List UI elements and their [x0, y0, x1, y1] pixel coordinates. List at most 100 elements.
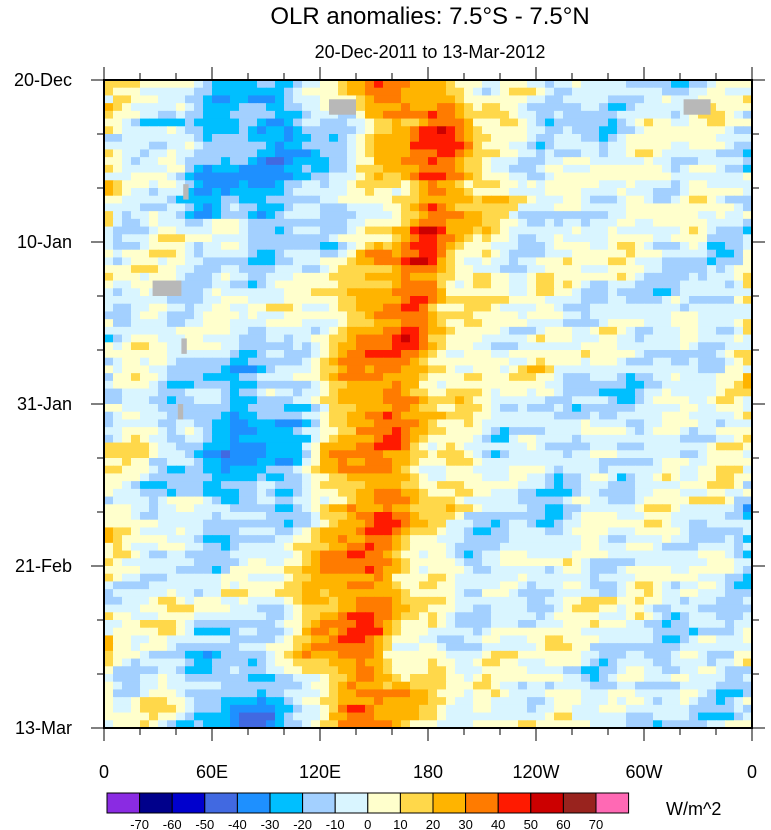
anomaly-cell: [113, 319, 123, 328]
anomaly-cell: [383, 249, 393, 259]
anomaly-cell: [203, 411, 213, 421]
anomaly-cell: [266, 226, 276, 235]
anomaly-cell: [509, 388, 519, 397]
anomaly-cell: [248, 126, 258, 135]
anomaly-cell: [140, 512, 150, 521]
anomaly-cell: [158, 188, 168, 197]
anomaly-cell: [500, 458, 510, 467]
anomaly-cell: [464, 180, 474, 189]
anomaly-cell: [644, 481, 654, 490]
anomaly-cell: [734, 249, 744, 259]
anomaly-cell: [536, 311, 546, 320]
anomaly-cell: [482, 242, 492, 251]
anomaly-cell: [347, 272, 357, 282]
anomaly-cell: [437, 203, 447, 212]
anomaly-cell: [563, 396, 573, 405]
anomaly-cell: [617, 272, 627, 282]
anomaly-cell: [329, 118, 339, 127]
anomaly-cell: [203, 442, 213, 451]
anomaly-cell: [185, 87, 195, 97]
anomaly-cell: [320, 434, 330, 444]
anomaly-cell: [401, 581, 411, 590]
anomaly-cell: [500, 203, 510, 212]
anomaly-cell: [725, 573, 735, 583]
anomaly-cell: [635, 203, 645, 212]
anomaly-cell: [662, 527, 672, 536]
anomaly-cell: [185, 504, 195, 513]
anomaly-cell: [104, 434, 114, 444]
anomaly-cell: [617, 188, 627, 197]
anomaly-cell: [464, 434, 474, 444]
anomaly-cell: [473, 535, 483, 544]
anomaly-cell: [158, 249, 168, 259]
anomaly-cell: [266, 126, 276, 135]
anomaly-cell: [482, 103, 492, 112]
anomaly-cell: [581, 195, 591, 205]
anomaly-cell: [194, 334, 204, 343]
anomaly-cell: [680, 481, 690, 490]
anomaly-cell: [716, 388, 726, 397]
anomaly-cell: [635, 188, 645, 197]
anomaly-cell: [689, 604, 699, 613]
anomaly-cell: [203, 272, 213, 282]
anomaly-cell: [374, 542, 384, 552]
anomaly-cell: [113, 334, 123, 343]
anomaly-cell: [239, 118, 249, 127]
anomaly-cell: [284, 473, 294, 482]
anomaly-cell: [725, 80, 735, 89]
anomaly-cell: [554, 157, 564, 166]
anomaly-cell: [662, 234, 672, 243]
anomaly-cell: [356, 195, 366, 205]
anomaly-cell: [329, 195, 339, 205]
anomaly-cell: [716, 303, 726, 313]
anomaly-cell: [680, 342, 690, 351]
anomaly-cell: [500, 242, 510, 251]
anomaly-cell: [599, 288, 609, 297]
anomaly-cell: [167, 157, 177, 166]
anomaly-cell: [122, 103, 132, 112]
anomaly-cell: [311, 180, 321, 189]
anomaly-cell: [572, 211, 582, 220]
anomaly-cell: [527, 188, 537, 197]
anomaly-cell: [635, 550, 645, 559]
anomaly-cell: [410, 604, 420, 613]
anomaly-cell: [392, 380, 402, 390]
anomaly-cell: [275, 134, 285, 143]
anomaly-cell: [212, 604, 222, 613]
anomaly-cell: [536, 272, 546, 282]
anomaly-cell: [365, 604, 375, 613]
anomaly-cell: [329, 404, 339, 413]
anomaly-cell: [482, 512, 492, 521]
anomaly-cell: [698, 319, 708, 328]
anomaly-cell: [266, 419, 276, 428]
anomaly-cell: [212, 396, 222, 405]
anomaly-cell: [662, 311, 672, 320]
anomaly-cell: [329, 550, 339, 559]
anomaly-cell: [626, 226, 636, 235]
anomaly-cell: [401, 195, 411, 205]
anomaly-cell: [248, 604, 258, 613]
anomaly-cell: [365, 558, 375, 567]
anomaly-cell: [581, 357, 591, 367]
anomaly-cell: [662, 326, 672, 336]
anomaly-cell: [410, 326, 420, 336]
anomaly-cell: [554, 581, 564, 590]
anomaly-cell: [329, 512, 339, 521]
anomaly-cell: [617, 265, 627, 274]
anomaly-cell: [644, 272, 654, 282]
anomaly-cell: [698, 473, 708, 482]
anomaly-cell: [608, 404, 618, 413]
anomaly-cell: [662, 535, 672, 544]
anomaly-cell: [284, 396, 294, 405]
anomaly-cell: [158, 604, 168, 613]
anomaly-cell: [419, 172, 429, 181]
anomaly-cell: [536, 404, 546, 413]
anomaly-cell: [527, 272, 537, 282]
anomaly-cell: [149, 388, 159, 397]
anomaly-cell: [725, 527, 735, 536]
anomaly-cell: [158, 373, 168, 382]
anomaly-cell: [410, 296, 420, 305]
anomaly-cell: [167, 566, 177, 575]
anomaly-cell: [410, 396, 420, 405]
anomaly-cell: [653, 519, 663, 529]
